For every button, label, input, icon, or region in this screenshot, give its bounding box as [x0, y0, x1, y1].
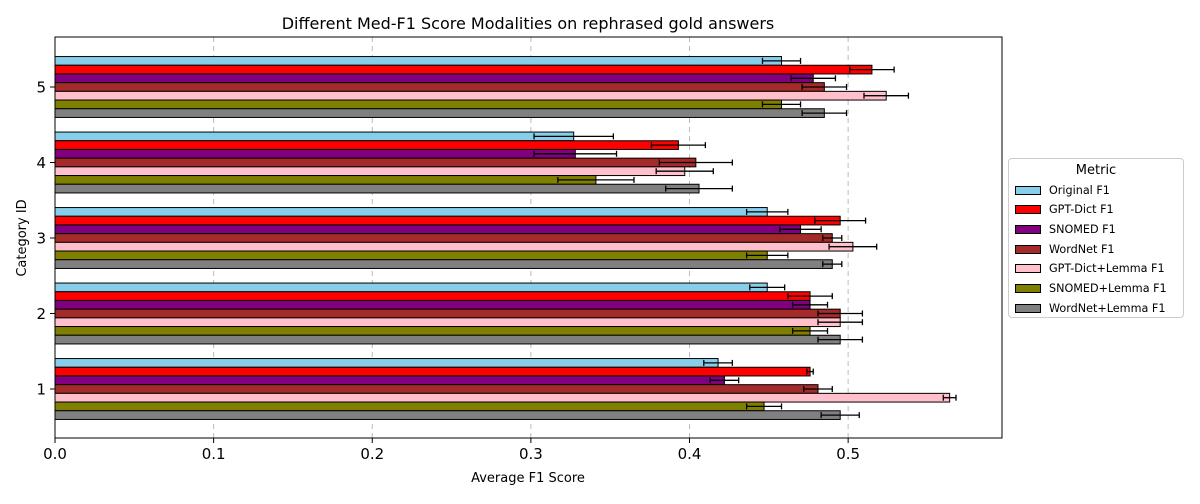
bar: [54, 291, 811, 301]
legend-label: GPT-Dict+Lemma F1: [1049, 262, 1165, 276]
bar: [54, 384, 819, 394]
bar: [54, 375, 725, 386]
bar: [54, 207, 768, 217]
legend-label: SNOMED F1: [1049, 222, 1116, 236]
legend-item: Original F1: [1015, 181, 1110, 199]
y-tick-label: 2: [36, 305, 46, 323]
bar: [54, 334, 841, 345]
bar: [54, 90, 887, 101]
bar: [54, 131, 575, 142]
bar: [54, 326, 811, 336]
y-tick-label: 1: [36, 381, 46, 399]
bar: [54, 392, 951, 403]
x-tick-label: 0.1: [202, 445, 226, 463]
bar: [54, 250, 768, 261]
bar: [54, 410, 841, 420]
error-bars-layer: [533, 57, 957, 419]
chart-title: Different Med-F1 Score Modalities on rep…: [282, 14, 775, 33]
legend-swatch: [1015, 205, 1041, 215]
x-tick-label: 0.0: [43, 445, 67, 463]
legend-swatch: [1015, 224, 1041, 234]
legend-label: GPT-Dict F1: [1049, 203, 1114, 217]
bar: [54, 56, 783, 66]
bars-layer: [54, 56, 951, 420]
bar: [54, 317, 841, 328]
legend-title: Metric: [1075, 163, 1117, 178]
bar: [54, 73, 814, 84]
x-tick-label: 0.4: [678, 445, 702, 463]
bar: [54, 82, 825, 92]
x-tick-label: 0.3: [519, 445, 543, 463]
bar: [54, 282, 768, 293]
legend-item: WordNet F1: [1015, 240, 1115, 258]
legend-swatch: [1015, 185, 1041, 195]
bar: [54, 140, 679, 150]
bar: [54, 259, 833, 269]
legend-label: WordNet F1: [1049, 242, 1115, 256]
legend-swatch: [1015, 264, 1041, 274]
bar: [54, 401, 765, 412]
y-tick-label: 3: [36, 230, 46, 248]
bar: [54, 224, 802, 235]
x-axis-label: Average F1 Score: [471, 471, 585, 486]
bar: [54, 99, 783, 110]
bar: [54, 148, 576, 159]
bar: [54, 233, 833, 243]
legend-label: WordNet+Lemma F1: [1049, 301, 1166, 315]
bar: [54, 299, 811, 310]
bar: [54, 175, 597, 185]
x-tick-label: 0.2: [360, 445, 384, 463]
bar: [54, 64, 873, 75]
legend-swatch: [1015, 284, 1041, 293]
legend: Metric Original F1 GPT-Dict F1 SNOMED F1 Wo…: [1008, 158, 1184, 318]
bar: [54, 215, 841, 226]
legend-item: WordNet+Lemma F1: [1015, 299, 1165, 317]
bar: [54, 358, 719, 368]
legend-swatch: [1015, 303, 1041, 313]
bar: [54, 366, 811, 377]
bar: [54, 183, 700, 194]
y-tick-label: 5: [36, 79, 46, 97]
axes-layer: 0.0 0.1 0.2 0.3 0.4 0.5 1 2 3 4 5: [36, 79, 860, 464]
y-tick-label: 4: [36, 154, 46, 172]
legend-item: SNOMED+Lemma F1: [1015, 280, 1167, 298]
x-tick-label: 0.5: [836, 445, 860, 463]
legend-label: Original F1: [1049, 183, 1110, 197]
bar: [54, 308, 841, 319]
legend-item: GPT-Dict+Lemma F1: [1015, 260, 1165, 278]
bar: [54, 108, 825, 118]
bar: [54, 241, 854, 252]
legend-label: SNOMED+Lemma F1: [1049, 282, 1167, 295]
legend-item: SNOMED F1: [1015, 220, 1116, 238]
bar: [54, 157, 697, 168]
y-axis-label: Category ID: [15, 199, 30, 276]
legend-item: GPT-Dict F1: [1015, 201, 1114, 219]
legend-swatch: [1015, 244, 1041, 254]
bar: [54, 166, 686, 177]
